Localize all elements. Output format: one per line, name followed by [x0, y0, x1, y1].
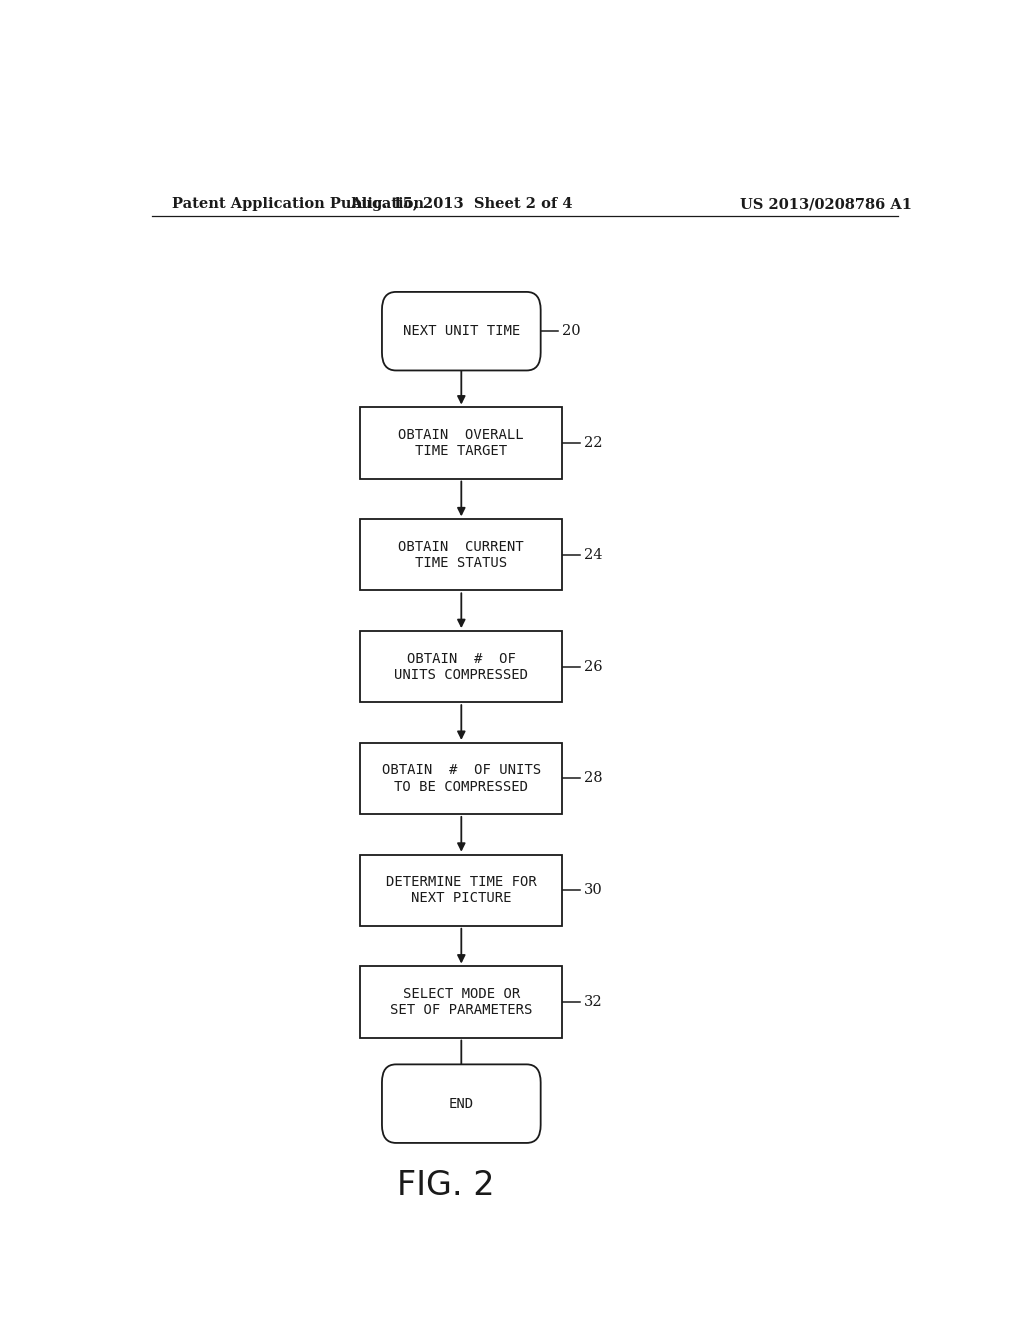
Text: DETERMINE TIME FOR
NEXT PICTURE: DETERMINE TIME FOR NEXT PICTURE [386, 875, 537, 906]
Text: 20: 20 [562, 325, 581, 338]
Text: FIG. 2: FIG. 2 [396, 1170, 495, 1203]
Text: 26: 26 [584, 660, 602, 673]
FancyBboxPatch shape [382, 1064, 541, 1143]
Text: OBTAIN  CURRENT
TIME STATUS: OBTAIN CURRENT TIME STATUS [398, 540, 524, 570]
FancyBboxPatch shape [360, 408, 562, 479]
FancyBboxPatch shape [360, 966, 562, 1038]
Text: Aug. 15, 2013  Sheet 2 of 4: Aug. 15, 2013 Sheet 2 of 4 [350, 197, 572, 211]
Text: US 2013/0208786 A1: US 2013/0208786 A1 [740, 197, 912, 211]
Text: 32: 32 [584, 995, 602, 1008]
Text: OBTAIN  #  OF
UNITS COMPRESSED: OBTAIN # OF UNITS COMPRESSED [394, 652, 528, 681]
Text: SELECT MODE OR
SET OF PARAMETERS: SELECT MODE OR SET OF PARAMETERS [390, 987, 532, 1018]
Text: 30: 30 [584, 883, 603, 898]
Text: END: END [449, 1097, 474, 1110]
Text: 22: 22 [584, 436, 602, 450]
Text: Patent Application Publication: Patent Application Publication [172, 197, 424, 211]
Text: NEXT UNIT TIME: NEXT UNIT TIME [402, 325, 520, 338]
FancyBboxPatch shape [360, 854, 562, 925]
FancyBboxPatch shape [360, 631, 562, 702]
Text: OBTAIN  #  OF UNITS
TO BE COMPRESSED: OBTAIN # OF UNITS TO BE COMPRESSED [382, 763, 541, 793]
Text: OBTAIN  OVERALL
TIME TARGET: OBTAIN OVERALL TIME TARGET [398, 428, 524, 458]
FancyBboxPatch shape [382, 292, 541, 371]
FancyBboxPatch shape [360, 519, 562, 590]
FancyBboxPatch shape [360, 743, 562, 814]
Text: 24: 24 [584, 548, 602, 562]
Text: 28: 28 [584, 771, 602, 785]
